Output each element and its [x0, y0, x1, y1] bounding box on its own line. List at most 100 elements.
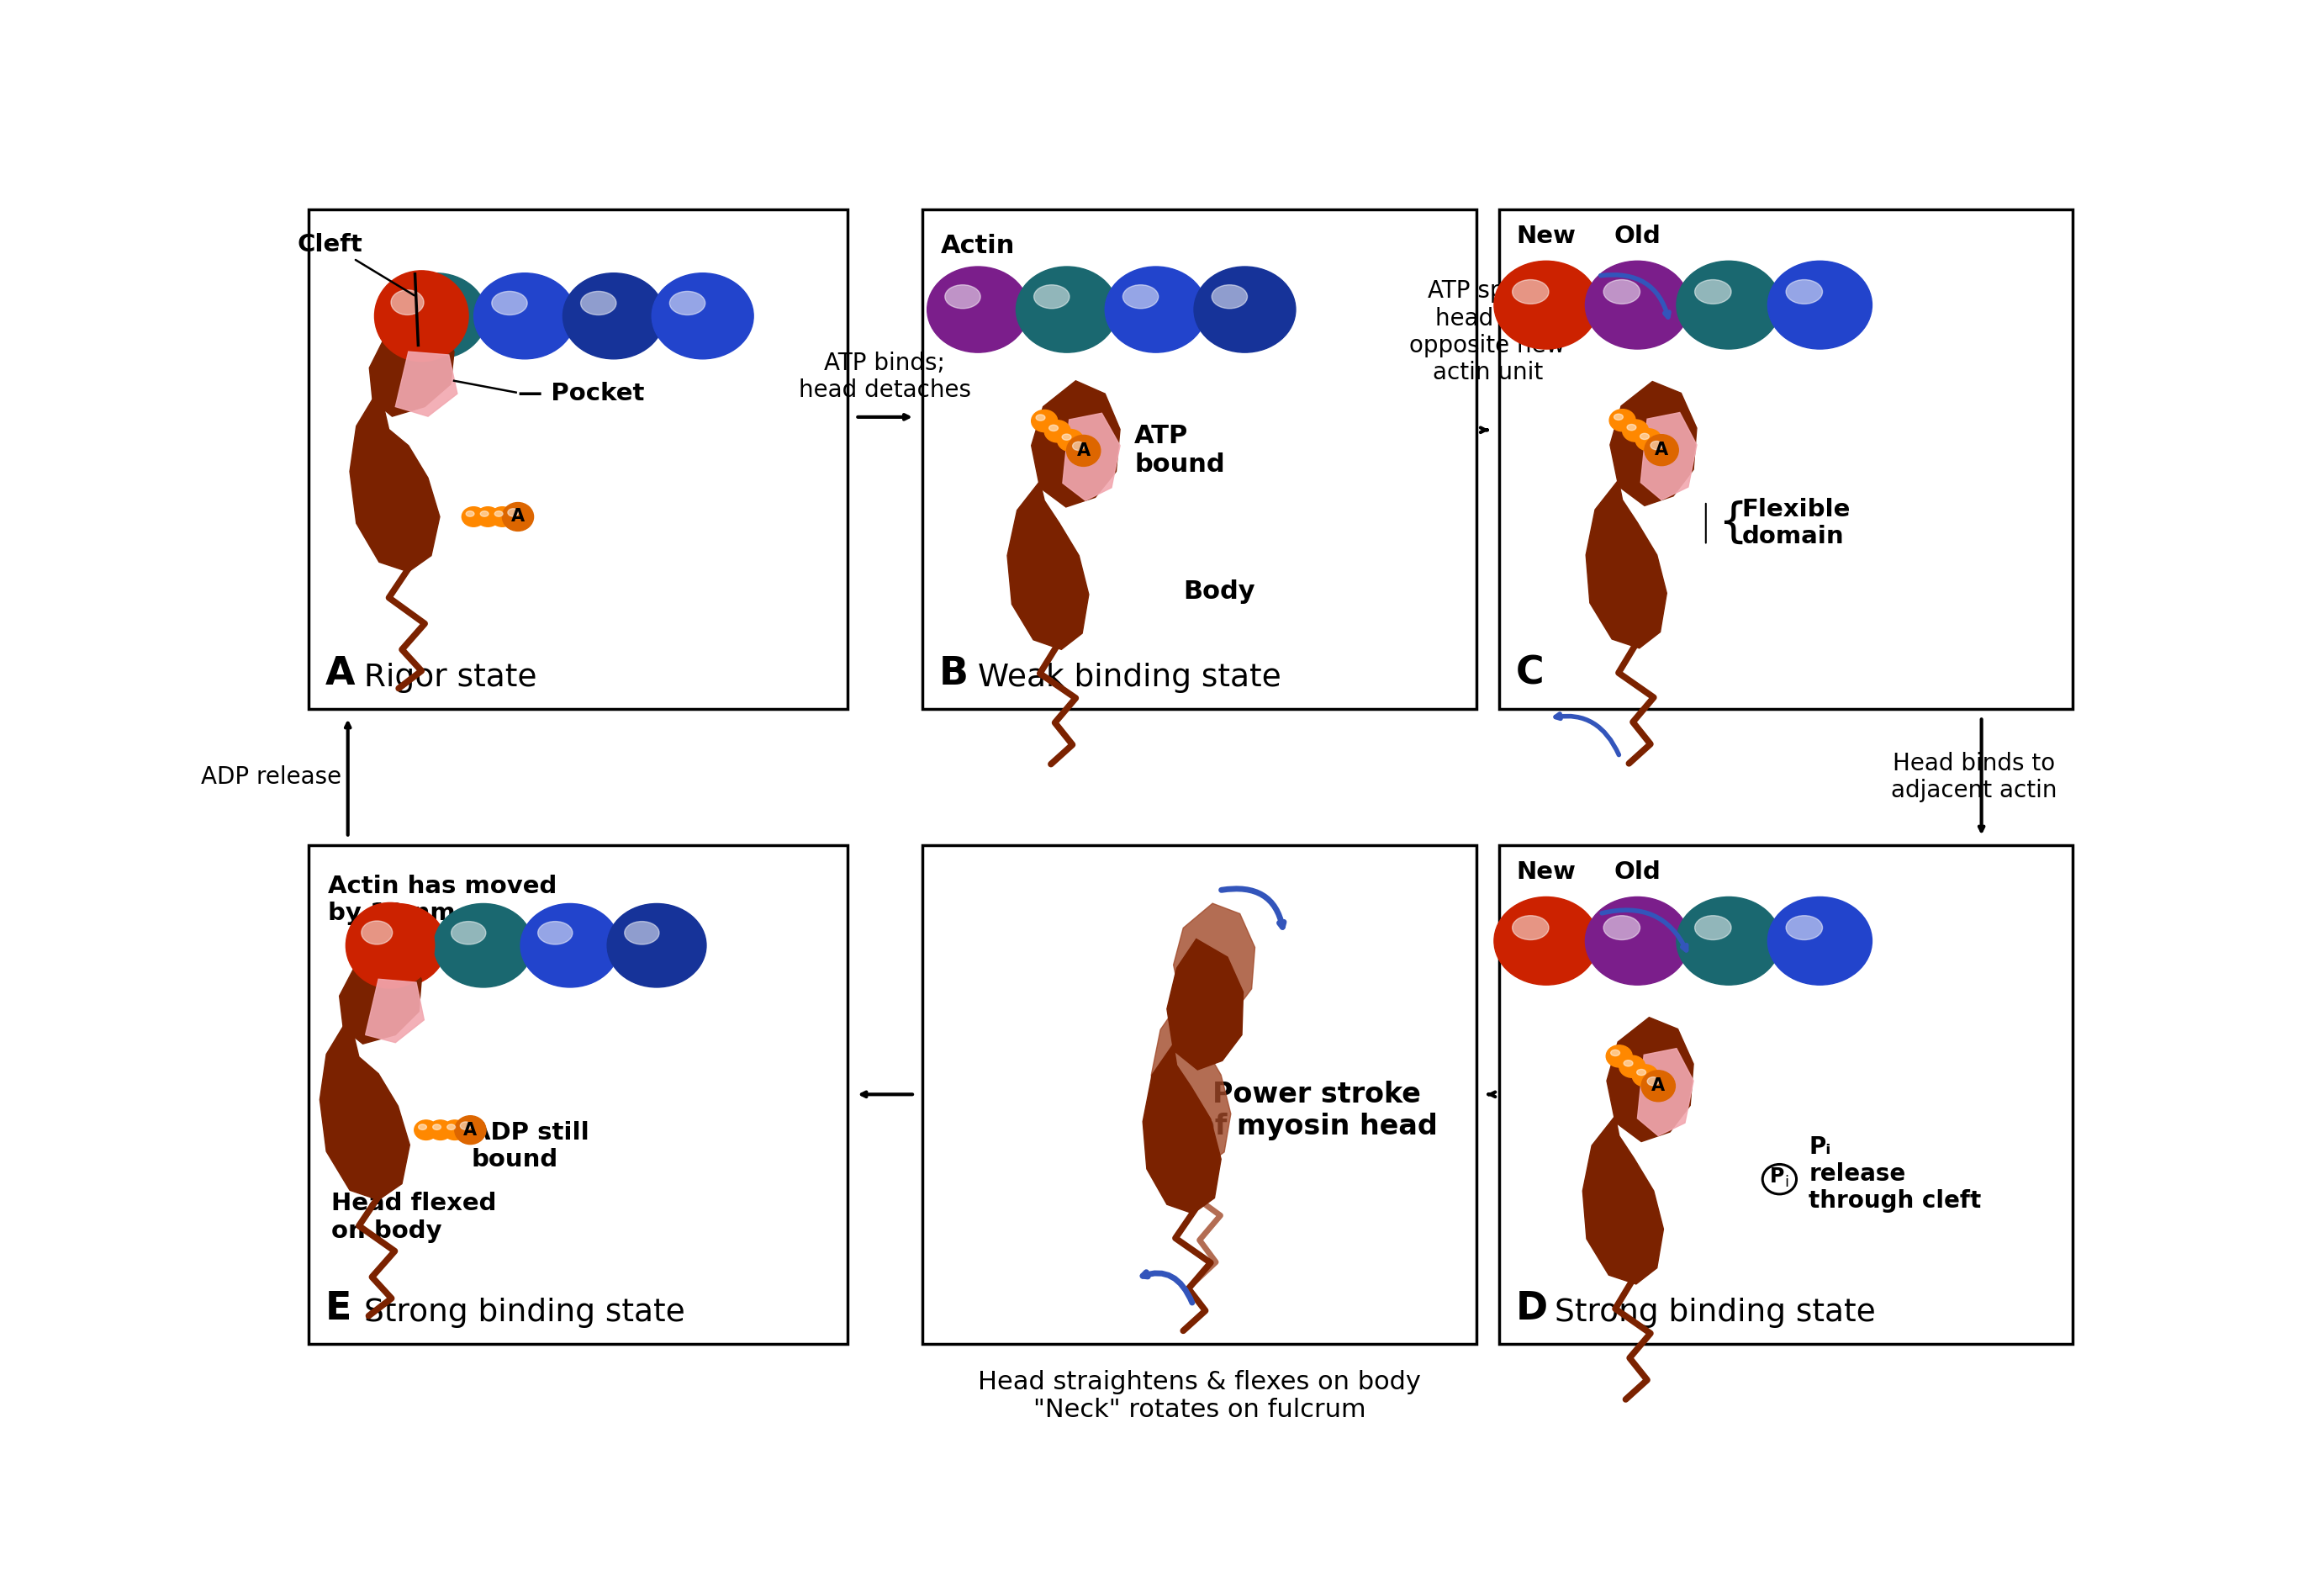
Ellipse shape: [1676, 896, 1780, 985]
Ellipse shape: [432, 1124, 442, 1130]
Polygon shape: [1150, 998, 1232, 1167]
Ellipse shape: [1636, 1070, 1645, 1075]
Ellipse shape: [346, 904, 446, 987]
Polygon shape: [1641, 412, 1697, 500]
Ellipse shape: [1034, 285, 1069, 309]
Polygon shape: [1583, 1116, 1664, 1285]
Ellipse shape: [1762, 1164, 1796, 1194]
Ellipse shape: [414, 1121, 437, 1140]
Ellipse shape: [1620, 1055, 1645, 1078]
Text: Flexible
domain: Flexible domain: [1741, 498, 1850, 549]
Ellipse shape: [1694, 915, 1731, 939]
Bar: [923, 845, 1476, 1344]
Text: ADP still
bound: ADP still bound: [472, 1121, 590, 1172]
Polygon shape: [1032, 380, 1120, 506]
Ellipse shape: [1650, 441, 1662, 449]
Ellipse shape: [1636, 428, 1662, 451]
Polygon shape: [1143, 1044, 1220, 1213]
Ellipse shape: [1631, 1065, 1659, 1087]
Text: Strong binding state: Strong binding state: [365, 1297, 686, 1328]
Ellipse shape: [1048, 425, 1057, 431]
Ellipse shape: [1648, 1078, 1659, 1086]
Ellipse shape: [1641, 1070, 1676, 1102]
Ellipse shape: [460, 1122, 472, 1130]
Ellipse shape: [1032, 409, 1057, 431]
Text: New: New: [1515, 224, 1576, 248]
Ellipse shape: [495, 511, 502, 516]
Ellipse shape: [625, 922, 660, 944]
Polygon shape: [339, 942, 421, 1044]
Text: ATP binds;
head detaches: ATP binds; head detaches: [799, 352, 971, 403]
Bar: [309, 845, 848, 1344]
Text: {: {: [1717, 500, 1748, 546]
Ellipse shape: [1585, 261, 1690, 349]
Ellipse shape: [1067, 435, 1102, 466]
Ellipse shape: [1676, 261, 1780, 349]
Ellipse shape: [386, 274, 486, 358]
Ellipse shape: [1494, 261, 1599, 349]
Polygon shape: [1006, 481, 1088, 650]
Ellipse shape: [446, 1124, 456, 1130]
Ellipse shape: [1785, 915, 1822, 939]
Ellipse shape: [537, 922, 572, 944]
Text: Head flexed
on body: Head flexed on body: [332, 1192, 497, 1243]
Ellipse shape: [1611, 1049, 1620, 1055]
Ellipse shape: [1071, 441, 1085, 451]
Polygon shape: [1606, 1017, 1694, 1141]
Text: A: A: [1652, 1078, 1664, 1094]
Ellipse shape: [1613, 414, 1622, 420]
Ellipse shape: [435, 904, 532, 987]
Ellipse shape: [507, 508, 518, 516]
Ellipse shape: [1513, 280, 1548, 304]
Ellipse shape: [927, 266, 1030, 352]
Text: E: E: [325, 1290, 351, 1328]
Ellipse shape: [490, 506, 514, 527]
Text: Old: Old: [1613, 860, 1662, 884]
Ellipse shape: [651, 274, 753, 358]
Text: Strong binding state: Strong binding state: [1555, 1297, 1875, 1328]
Ellipse shape: [493, 291, 528, 315]
Ellipse shape: [444, 1121, 467, 1140]
Text: A: A: [511, 508, 525, 525]
Text: A: A: [1076, 443, 1090, 458]
Ellipse shape: [456, 1116, 486, 1145]
Ellipse shape: [562, 274, 665, 358]
Ellipse shape: [521, 904, 621, 987]
Ellipse shape: [1062, 435, 1071, 439]
Ellipse shape: [1043, 420, 1071, 443]
Ellipse shape: [1627, 425, 1636, 430]
Polygon shape: [1611, 382, 1697, 506]
Text: Body: Body: [1183, 579, 1255, 603]
Text: Old: Old: [1613, 224, 1662, 248]
Ellipse shape: [607, 904, 706, 987]
Text: A: A: [1655, 441, 1669, 458]
Ellipse shape: [390, 290, 423, 315]
Polygon shape: [351, 393, 439, 572]
Ellipse shape: [1694, 280, 1731, 304]
Ellipse shape: [1645, 435, 1678, 465]
Ellipse shape: [1604, 280, 1641, 304]
Text: Power stroke
of myosin head: Power stroke of myosin head: [1197, 1081, 1439, 1140]
Bar: [309, 209, 848, 708]
Ellipse shape: [1606, 1046, 1631, 1067]
Ellipse shape: [476, 506, 500, 527]
Text: Actin has moved
by 10 nm: Actin has moved by 10 nm: [328, 874, 558, 925]
Ellipse shape: [418, 1124, 428, 1130]
Polygon shape: [1585, 479, 1666, 648]
Polygon shape: [365, 979, 423, 1043]
Text: P: P: [1771, 1167, 1785, 1186]
Ellipse shape: [1585, 896, 1690, 985]
Text: D: D: [1515, 1290, 1548, 1328]
Bar: [1499, 209, 2073, 708]
Polygon shape: [1062, 414, 1120, 500]
Ellipse shape: [1513, 915, 1548, 939]
Ellipse shape: [365, 922, 400, 944]
Ellipse shape: [1622, 420, 1648, 441]
Ellipse shape: [467, 511, 474, 516]
Ellipse shape: [946, 285, 981, 309]
Text: ATP
bound: ATP bound: [1134, 423, 1225, 476]
Ellipse shape: [1611, 409, 1636, 431]
Text: C: C: [1515, 654, 1543, 693]
Polygon shape: [395, 352, 458, 417]
Ellipse shape: [1604, 915, 1641, 939]
